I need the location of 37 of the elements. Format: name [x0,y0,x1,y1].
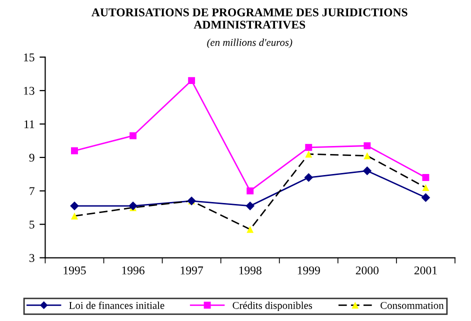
x-tick-label: 1995 [64,266,86,274]
x-tick-label: 1996 [122,266,144,274]
y-tick-label: 15 [24,53,34,62]
y-tick-label: 7 [30,187,34,195]
point [364,142,371,150]
x-tick-label: 1999 [298,266,320,274]
point [188,77,196,84]
point [422,174,430,181]
point [128,202,138,210]
point [362,166,372,176]
point [71,212,78,220]
point [246,202,255,210]
legend-label: Loi de finances initiale [69,302,164,309]
point [130,132,136,140]
y-tick-label: 9 [29,154,34,162]
legend-label: Consommation [380,302,444,309]
x-tick-label: 1998 [239,266,262,274]
legend-label: Crédits disponibles [232,302,312,312]
point [305,144,312,151]
chart-subtitle: (en millions d'euros) [207,38,292,48]
chart-title: AUTORISATIONS DE PROGRAMME DES JURIDICTIONS ADMINISTRATIVES [92,8,408,29]
x-tick-label: 1997 [180,266,204,274]
point [422,184,430,192]
y-tick-label: 11 [24,120,34,128]
point [304,173,314,182]
point [305,150,312,158]
point [364,152,371,160]
point [71,147,78,154]
point [421,193,430,202]
point [246,187,254,194]
y-tick-label: 13 [24,86,34,95]
y-tick-label: 3 [29,254,34,262]
point [70,202,79,210]
y-tick-label: 5 [30,220,34,229]
x-tick-label: 2001 [414,266,437,274]
point [246,226,254,233]
x-tick-label: 2000 [356,266,379,274]
